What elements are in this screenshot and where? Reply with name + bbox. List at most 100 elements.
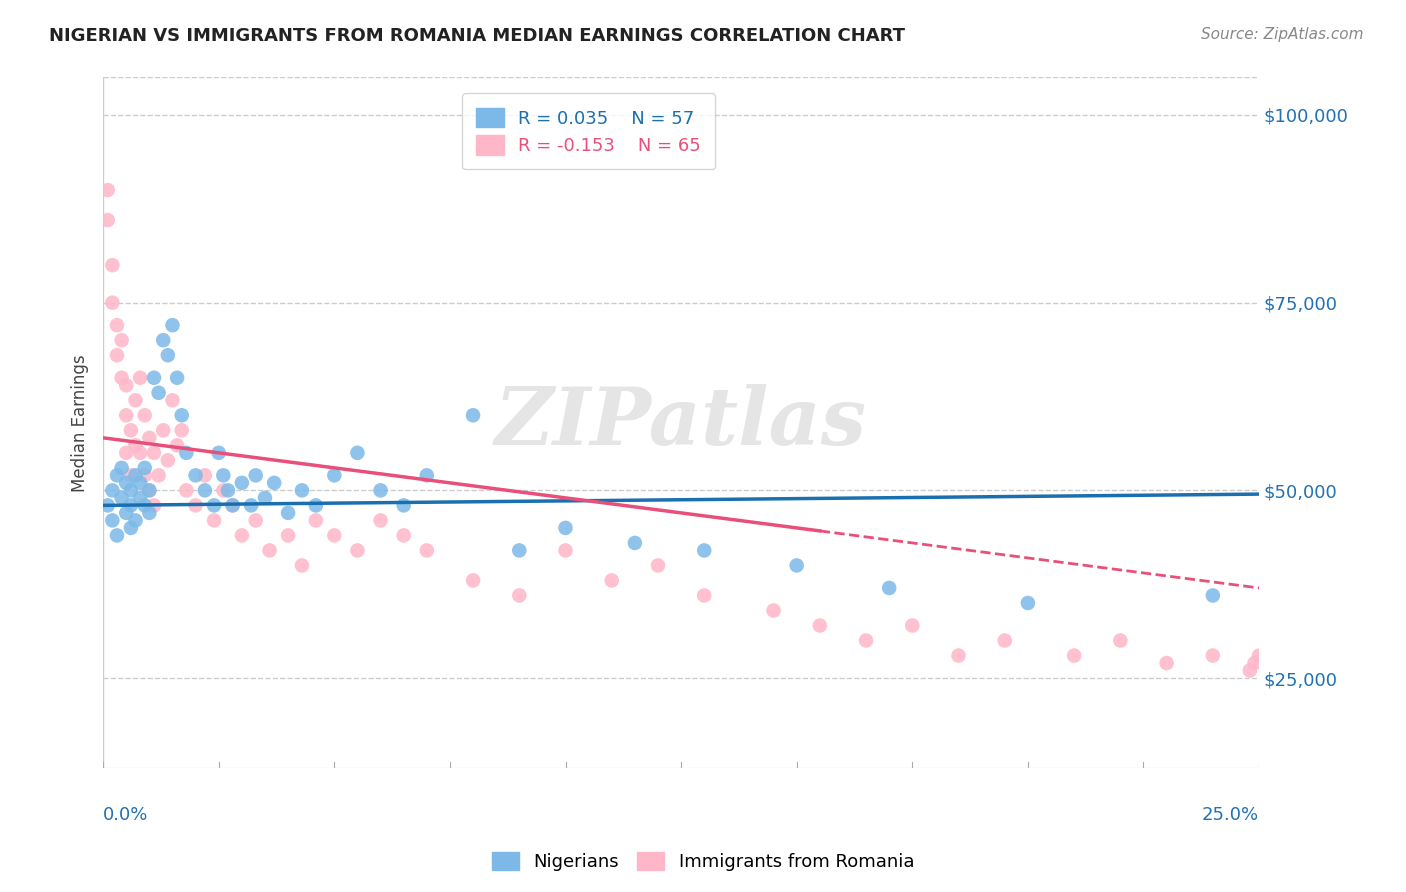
Point	[1202, 648, 1225, 663]
Point	[111, 491, 134, 505]
Point	[101, 483, 124, 498]
Point	[143, 499, 166, 513]
Point	[134, 409, 156, 423]
Point	[152, 423, 174, 437]
Point	[105, 528, 128, 542]
Point	[994, 633, 1017, 648]
Point	[176, 483, 198, 498]
Y-axis label: Median Earnings: Median Earnings	[72, 354, 89, 491]
Point	[231, 528, 253, 542]
Point	[111, 460, 134, 475]
Point	[120, 483, 142, 498]
Point	[156, 348, 179, 362]
Point	[370, 483, 392, 498]
Text: ZIPatlas: ZIPatlas	[495, 384, 868, 461]
Point	[115, 409, 138, 423]
Point	[259, 543, 281, 558]
Point	[111, 370, 134, 384]
Text: NIGERIAN VS IMMIGRANTS FROM ROMANIA MEDIAN EARNINGS CORRELATION CHART: NIGERIAN VS IMMIGRANTS FROM ROMANIA MEDI…	[49, 27, 905, 45]
Point	[202, 513, 225, 527]
Point	[624, 536, 647, 550]
Point	[305, 513, 328, 527]
Point	[101, 258, 124, 272]
Point	[1202, 589, 1225, 603]
Point	[138, 506, 160, 520]
Point	[120, 521, 142, 535]
Point	[202, 499, 225, 513]
Point	[148, 468, 170, 483]
Point	[554, 521, 576, 535]
Point	[346, 543, 368, 558]
Point	[143, 446, 166, 460]
Point	[97, 183, 120, 197]
Point	[277, 528, 299, 542]
Point	[693, 543, 716, 558]
Point	[245, 468, 267, 483]
Point	[647, 558, 669, 573]
Point	[143, 370, 166, 384]
Legend: Nigerians, Immigrants from Romania: Nigerians, Immigrants from Romania	[485, 845, 921, 879]
Point	[263, 475, 285, 490]
Point	[184, 499, 207, 513]
Point	[138, 483, 160, 498]
Legend: R = 0.035    N = 57, R = -0.153    N = 65: R = 0.035 N = 57, R = -0.153 N = 65	[463, 94, 716, 169]
Point	[124, 393, 146, 408]
Point	[508, 589, 530, 603]
Point	[1239, 664, 1261, 678]
Point	[170, 423, 193, 437]
Point	[245, 513, 267, 527]
Point	[392, 499, 415, 513]
Point	[129, 491, 152, 505]
Point	[231, 475, 253, 490]
Point	[346, 446, 368, 460]
Point	[217, 483, 239, 498]
Point	[105, 468, 128, 483]
Point	[1156, 656, 1178, 670]
Point	[101, 295, 124, 310]
Point	[392, 528, 415, 542]
Point	[162, 393, 184, 408]
Point	[693, 589, 716, 603]
Point	[124, 438, 146, 452]
Point	[138, 483, 160, 498]
Point	[305, 499, 328, 513]
Point	[129, 370, 152, 384]
Point	[416, 468, 439, 483]
Point	[134, 460, 156, 475]
Point	[762, 603, 785, 617]
Point	[166, 438, 188, 452]
Point	[277, 506, 299, 520]
Point	[1249, 648, 1271, 663]
Point	[194, 483, 217, 498]
Point	[101, 513, 124, 527]
Point	[221, 499, 243, 513]
Point	[148, 385, 170, 400]
Point	[138, 431, 160, 445]
Point	[124, 468, 146, 483]
Point	[253, 491, 276, 505]
Point	[120, 499, 142, 513]
Point	[212, 468, 235, 483]
Point	[97, 213, 120, 227]
Point	[508, 543, 530, 558]
Point	[1243, 656, 1265, 670]
Point	[212, 483, 235, 498]
Point	[240, 499, 263, 513]
Point	[786, 558, 808, 573]
Point	[184, 468, 207, 483]
Point	[120, 423, 142, 437]
Point	[208, 446, 231, 460]
Point	[134, 499, 156, 513]
Point	[323, 528, 346, 542]
Point	[156, 453, 179, 467]
Text: 0.0%: 0.0%	[103, 805, 149, 823]
Point	[115, 475, 138, 490]
Point	[129, 475, 152, 490]
Point	[877, 581, 900, 595]
Point	[855, 633, 877, 648]
Point	[194, 468, 217, 483]
Point	[291, 558, 314, 573]
Point	[162, 318, 184, 333]
Point	[1063, 648, 1085, 663]
Point	[221, 499, 243, 513]
